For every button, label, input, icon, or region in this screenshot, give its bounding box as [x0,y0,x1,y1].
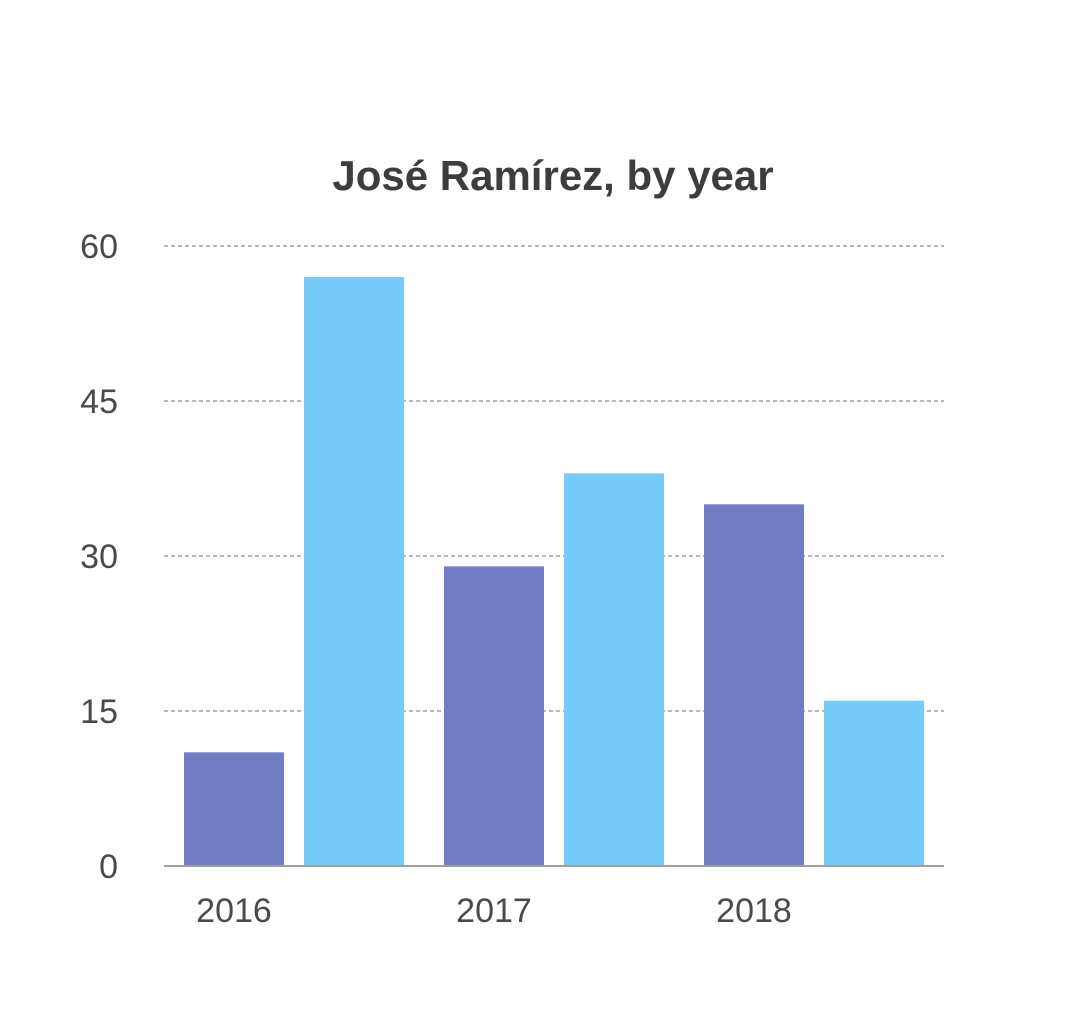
y-tick-label-30: 30 [80,538,118,576]
y-axis-tick-labels: 0 15 30 45 60 [80,228,118,886]
x-axis-tick-labels: 2016 2017 2018 [196,892,792,930]
y-tick-label-45: 45 [80,383,118,421]
x-tick-label-2016: 2016 [196,892,272,930]
y-tick-label-0: 0 [99,848,118,886]
x-tick-label-2018: 2018 [716,892,792,930]
x-tick-label-2017: 2017 [456,892,532,930]
chart-title: José Ramírez, by year [332,152,773,199]
bar-2018-series-2 [824,700,924,866]
bar-2017-series-1 [444,566,544,866]
y-tick-label-15: 15 [80,693,118,731]
bar-2018-series-1 [704,504,804,866]
grid-lines [164,245,944,712]
bar-2017-series-2 [564,473,664,866]
y-tick-label-60: 60 [80,228,118,266]
bars [184,277,924,866]
bar-2016-series-2 [304,277,404,866]
bar-2016-series-1 [184,752,284,866]
